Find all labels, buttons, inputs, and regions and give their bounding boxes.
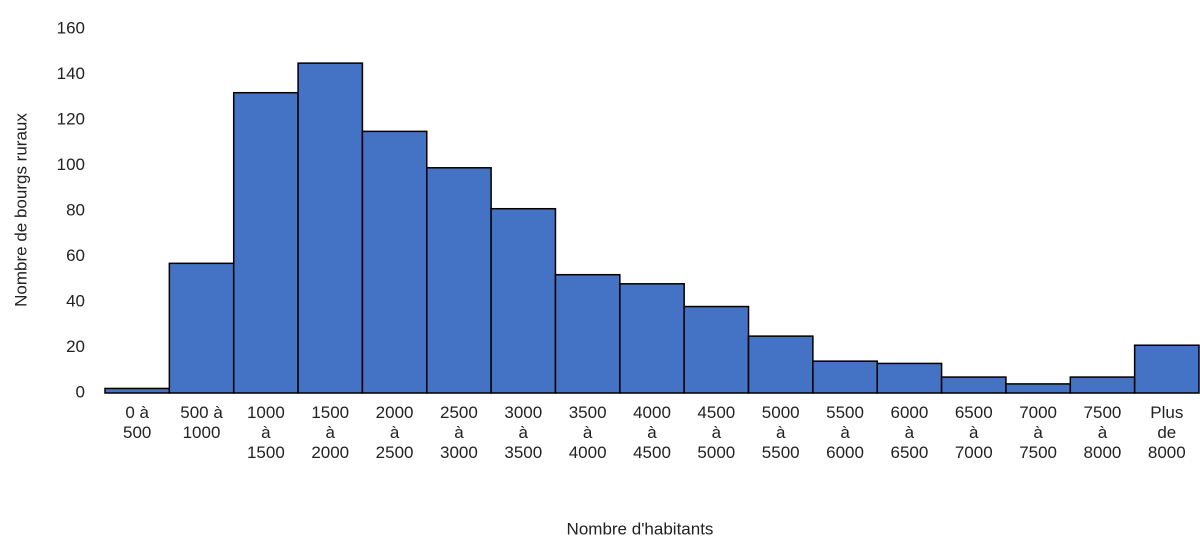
x-tick-label: 2500 à 3000 (440, 403, 478, 462)
x-tick-label: 7000 à 7500 (1019, 403, 1058, 462)
x-tick-label: 5500 à 6000 (826, 403, 864, 462)
y-tick-label: 160 (57, 18, 85, 37)
y-tick-label: 140 (57, 64, 85, 83)
bar (104, 387, 171, 394)
bar (1005, 383, 1072, 394)
y-tick-label: 80 (66, 200, 85, 219)
y-tick-label: 120 (57, 109, 85, 128)
bar (812, 360, 878, 394)
x-tick-label: 3500 à 4000 (568, 403, 607, 462)
x-tick-label: 1500 à 2000 (311, 403, 350, 462)
y-tick-label: 100 (57, 155, 85, 174)
x-tick-label: 6000 à 6500 (890, 403, 929, 462)
x-tick-label: 3000 à 3500 (504, 403, 543, 462)
bar (747, 335, 814, 394)
y-axis-title: Nombre de bourgs ruraux (11, 113, 30, 307)
x-tick-label: 2000 à 2500 (375, 403, 414, 462)
x-tick-label: 7500 à 8000 (1083, 403, 1122, 462)
bar (426, 167, 492, 394)
bar (361, 130, 428, 394)
bar (1069, 376, 1136, 394)
bar (940, 376, 1007, 394)
bar (876, 362, 943, 394)
bar (619, 283, 685, 394)
bar (683, 305, 750, 394)
y-tick-label: 40 (66, 291, 85, 310)
x-tick-label: 5000 à 5500 (761, 403, 800, 462)
x-tick-label: 4500 à 5000 (697, 403, 736, 462)
y-tick-label: 0 (76, 382, 85, 401)
x-tick-label: 6500 à 7000 (954, 403, 993, 462)
bar (297, 62, 364, 394)
x-tick-label: 500 à 1000 (180, 403, 223, 442)
x-tick-label: 0 à 500 (122, 403, 152, 442)
bar (490, 207, 557, 394)
bar (168, 262, 235, 394)
x-tick-label: 1000 à 1500 (246, 403, 285, 462)
x-tick-label: Plus de 8000 (1147, 403, 1186, 462)
bar (232, 91, 299, 394)
y-tick-label: 60 (66, 246, 85, 265)
y-tick-label: 20 (66, 337, 85, 356)
x-axis-title: Nombre d'habitants (567, 519, 714, 538)
bar (1133, 344, 1200, 394)
bar (554, 273, 621, 394)
x-tick-label: 4000 à 4500 (633, 403, 671, 462)
